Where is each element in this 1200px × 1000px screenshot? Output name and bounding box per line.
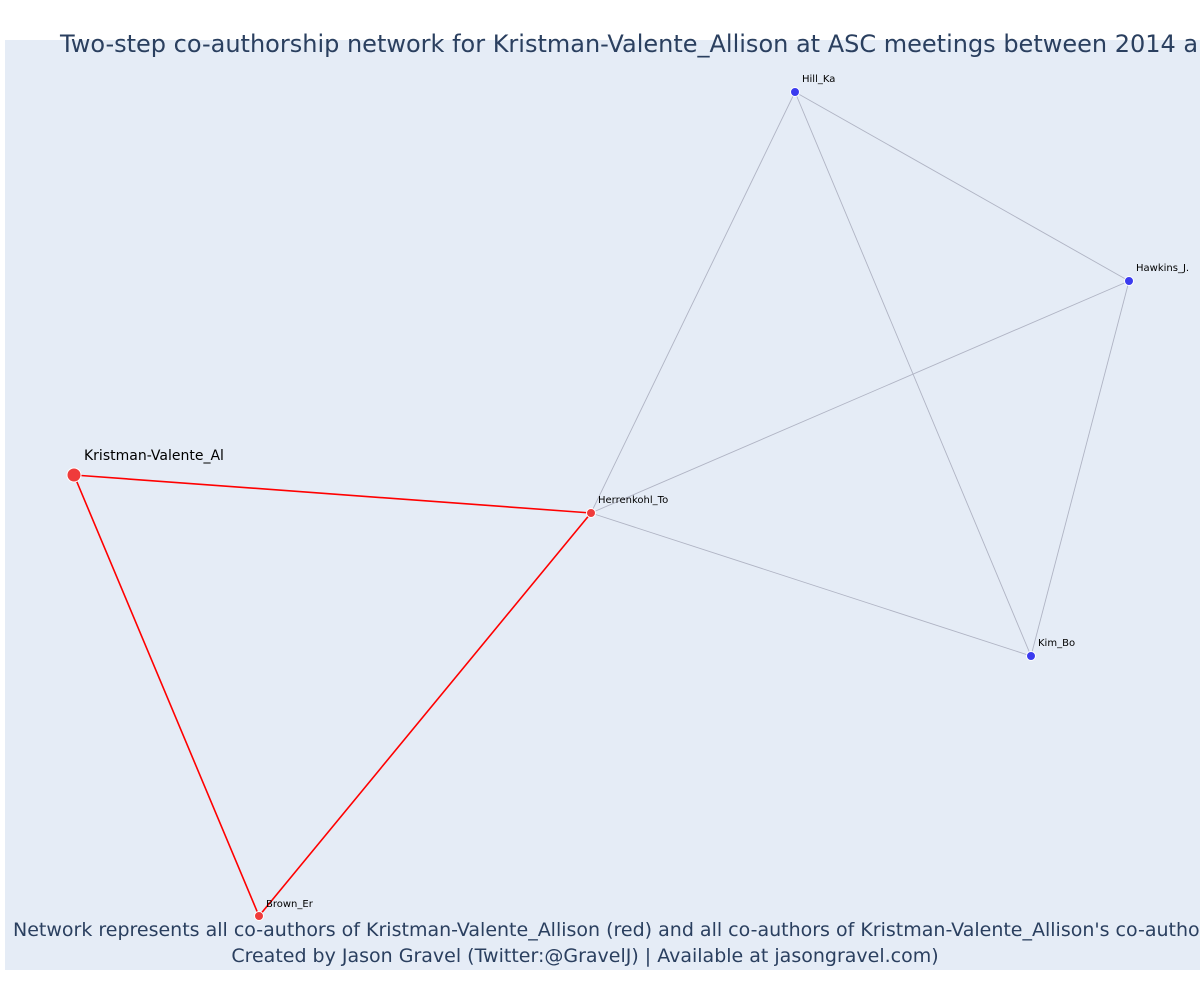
- node-label-hill-ka: Hill_Ka: [802, 74, 835, 85]
- caption-credit: Created by Jason Gravel (Twitter:@Gravel…: [231, 945, 939, 967]
- plot-area: [5, 40, 1200, 970]
- node-herrenkohl-to[interactable]: [586, 508, 596, 518]
- edge-brown-er-herrenkohl-to: [258, 512, 592, 917]
- edge-herrenkohl-to-hill-ka: [590, 91, 796, 514]
- edge-herrenkohl-to-kim-bo: [590, 512, 1032, 657]
- labels-layer: Kristman-Valente_Al Herrenkohl_To Brown_Er…: [84, 74, 1189, 910]
- node-hill-ka[interactable]: [790, 87, 800, 97]
- node-kim-bo[interactable]: [1026, 651, 1036, 661]
- edge-kristman-valente-al-brown-er: [73, 474, 260, 917]
- node-label-hawkins-j: Hawkins_J.: [1136, 263, 1189, 274]
- edge-hill-ka-hawkins-j: [794, 91, 1130, 282]
- edge-herrenkohl-to-hawkins-j: [590, 280, 1130, 514]
- edge-kristman-valente-al-herrenkohl-to: [73, 474, 592, 514]
- node-hawkins-j[interactable]: [1124, 276, 1134, 286]
- node-label-kim-bo: Kim_Bo: [1038, 638, 1075, 649]
- chart-title: Two-step co-authorship network for Krist…: [60, 30, 1200, 58]
- nodes-layer: [66, 87, 1134, 921]
- node-brown-er[interactable]: [254, 911, 264, 921]
- edge-hawkins-j-kim-bo: [1030, 280, 1130, 657]
- node-kristman-valente-al[interactable]: [66, 467, 82, 483]
- caption-description: Network represents all co-authors of Kri…: [13, 919, 1200, 941]
- node-label-herrenkohl-to: Herrenkohl_To: [598, 495, 668, 506]
- edge-hill-ka-kim-bo: [794, 91, 1032, 657]
- node-label-kristman-valente-al: Kristman-Valente_Al: [84, 448, 224, 464]
- edges-layer: [73, 91, 1130, 917]
- node-label-brown-er: Brown_Er: [266, 899, 314, 910]
